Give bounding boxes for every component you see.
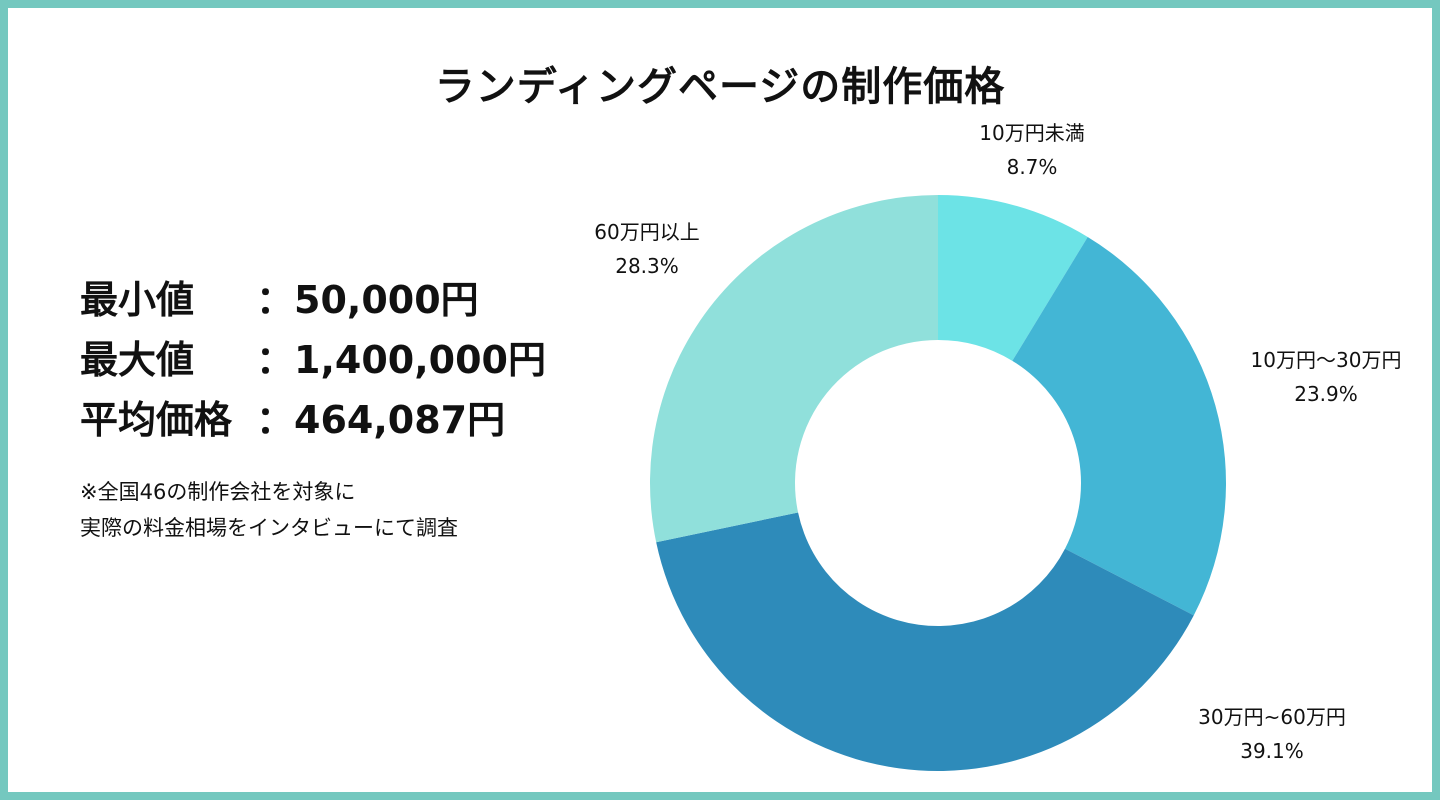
slice-label-4: 60万円以上 [594,220,699,244]
stat-value-average: ：464,087円 [256,398,506,442]
stat-row-average: 平均価格 ：464,087円 [80,390,546,450]
stat-row-max: 最大値 ：1,400,000円 [80,330,546,390]
stat-row-min: 最小値 ：50,000円 [80,270,546,330]
slice-value-label-4: 28.3% [615,254,679,278]
survey-note: ※全国46の制作会社を対象に 実際の料金相場をインタビューにて調査 [80,474,458,546]
donut-slice-2 [1012,236,1227,616]
slice-label-2: 10万円〜30万円 [1251,348,1402,372]
slice-label-1: 10万円未満 [979,121,1084,145]
note-line-1: ※全国46の制作会社を対象に [80,480,356,504]
slice-value-label-3: 39.1% [1240,739,1304,763]
stat-label-average: 平均価格 [80,398,233,442]
slice-label-3: 30万円~60万円 [1198,705,1346,729]
donut-slice-1 [938,195,1088,361]
chart-title: ランディングページの制作価格 [434,64,1006,110]
note-line-2: 実際の料金相場をインタビューにて調査 [80,516,458,540]
donut-slice-3 [656,512,1194,772]
stat-value-min: ：50,000円 [256,278,479,322]
donut-slice-4 [650,195,938,543]
stat-label-min: 最小値 [80,278,195,322]
stat-label-max: 最大値 [80,338,195,382]
slice-value-label-1: 8.7% [1007,155,1058,179]
stat-value-max: ：1,400,000円 [256,338,546,382]
slice-value-label-2: 23.9% [1294,382,1358,406]
price-stats: 最小値 ：50,000円 最大値 ：1,400,000円 平均価格 ：464,0… [80,270,546,450]
